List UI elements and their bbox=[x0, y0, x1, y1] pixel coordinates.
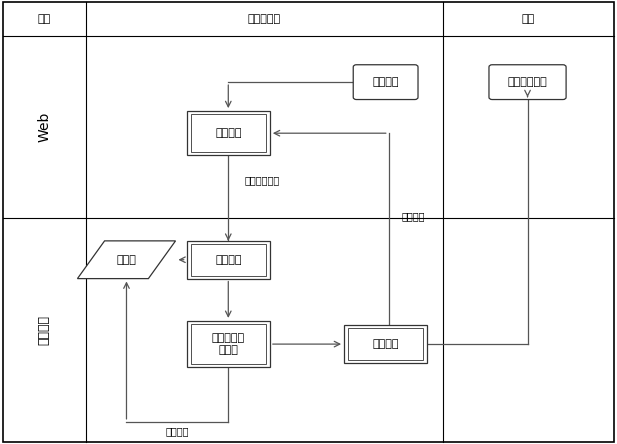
Text: 获取数据: 获取数据 bbox=[215, 255, 241, 265]
FancyBboxPatch shape bbox=[353, 65, 418, 99]
Bar bbox=[191, 114, 265, 152]
Text: 预测算法: 预测算法 bbox=[373, 339, 399, 349]
Text: 预测: 预测 bbox=[522, 14, 535, 24]
Text: 数据预处理
理算法: 数据预处理 理算法 bbox=[212, 333, 245, 355]
Bar bbox=[191, 244, 265, 275]
Text: 输出预测结果: 输出预测结果 bbox=[508, 77, 547, 87]
Text: 层次: 层次 bbox=[38, 14, 51, 24]
Bar bbox=[186, 111, 270, 155]
Polygon shape bbox=[77, 241, 176, 279]
Text: Web: Web bbox=[37, 111, 51, 142]
Text: 定时触发任务: 定时触发任务 bbox=[244, 175, 280, 185]
Text: 自动预测: 自动预测 bbox=[373, 77, 399, 87]
Bar bbox=[191, 324, 265, 364]
Bar bbox=[344, 325, 427, 363]
Text: 数据库: 数据库 bbox=[117, 255, 136, 265]
Text: 重新计时: 重新计时 bbox=[402, 211, 425, 221]
Text: 后台程序: 后台程序 bbox=[38, 315, 51, 345]
FancyBboxPatch shape bbox=[489, 65, 566, 99]
Bar bbox=[186, 321, 270, 368]
Bar bbox=[186, 241, 270, 279]
Text: 任务管理: 任务管理 bbox=[215, 128, 241, 138]
Text: 保存数据: 保存数据 bbox=[165, 426, 189, 436]
Bar bbox=[348, 329, 423, 360]
Text: 数据预处理: 数据预处理 bbox=[247, 14, 281, 24]
